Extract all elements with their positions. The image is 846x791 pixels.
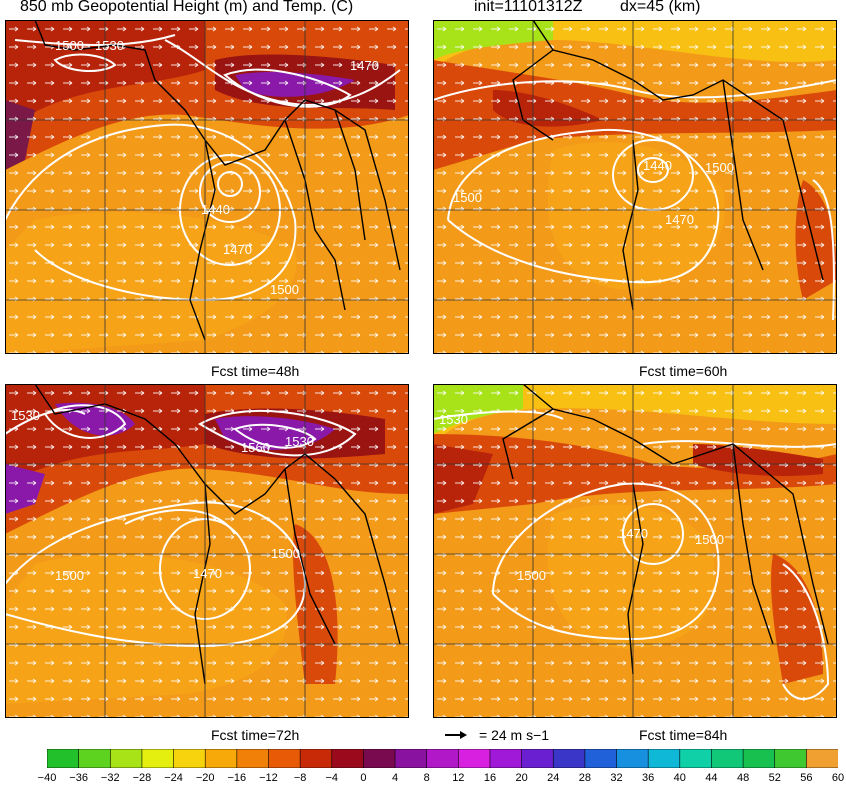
- colorbar-swatch: [679, 748, 713, 769]
- map-panel-84h: 1530 1470 1500 1500: [433, 384, 837, 718]
- colorbar-swatch: [489, 748, 523, 769]
- colorbar-tick-label: 60: [831, 772, 845, 784]
- colorbar-swatch: [173, 748, 206, 769]
- colorbar-swatch: [109, 748, 143, 769]
- colorbar-swatch: [742, 748, 776, 769]
- colorbar-tick-label: 4: [391, 772, 399, 784]
- contour-label: 1470: [223, 242, 252, 257]
- contour-label: 1530: [285, 434, 314, 449]
- colorbar-swatch: [204, 748, 238, 769]
- colorbar-swatch: [584, 748, 618, 769]
- contour-label: 1470: [619, 526, 648, 541]
- contour-label: 1470: [193, 566, 222, 581]
- colorbar-tick-label: 12: [452, 772, 465, 784]
- colorbar-swatch: [236, 748, 270, 769]
- colorbar-swatch: [331, 748, 365, 769]
- contour-label: 1500: [705, 160, 734, 175]
- colorbar-swatch: [521, 748, 555, 769]
- colorbar-swatch: [363, 748, 396, 769]
- caption-72h: Fcst time=72h: [211, 727, 300, 743]
- colorbar-tick-label: 56: [800, 772, 813, 784]
- colorbar-tick-label: 28: [578, 772, 591, 784]
- contour-label: 1500: [517, 568, 546, 583]
- colorbar-tick-label: 16: [483, 772, 497, 784]
- map-panel-60h-graphic: [433, 20, 837, 354]
- contour-label: 1470: [350, 58, 379, 73]
- colorbar-tick-label: 24: [547, 772, 560, 784]
- caption-84h: Fcst time=84h: [639, 727, 728, 743]
- contour-label: 1440: [201, 202, 230, 217]
- contour-label: 1530: [439, 412, 468, 427]
- map-panel-72h: 1530 1560 1530 1500 1470 1500: [5, 384, 409, 718]
- contour-label: 1500: [55, 568, 84, 583]
- colorbar-tick-label: 40: [673, 772, 686, 784]
- map-panel-48h: 1500 1530 1470 1440 1470 1500: [5, 20, 409, 354]
- colorbar-swatch: [806, 748, 839, 769]
- colorbar-tick-label: 36: [642, 772, 655, 784]
- colorbar-swatch: [268, 748, 301, 769]
- contour-label: 1530: [11, 408, 40, 423]
- colorbar-swatch: [394, 748, 428, 769]
- title-main: 850 mb Geopotential Height (m) and Temp.…: [20, 0, 354, 15]
- colorbar-swatch: [458, 748, 491, 769]
- map-panel-60h: 1440 1500 1470 1500: [433, 20, 837, 354]
- figure-title: 850 mb Geopotential Height (m) and Temp.…: [0, 0, 846, 18]
- colorbar-tick-label: 48: [736, 772, 750, 784]
- colorbar-swatch: [426, 748, 460, 769]
- colorbar-tick-label: 32: [610, 772, 623, 784]
- colorbar-swatch: [46, 748, 80, 769]
- caption-48h: Fcst time=48h: [211, 363, 300, 379]
- colorbar-swatch: [616, 748, 649, 769]
- contour-label: 1440: [643, 158, 672, 173]
- contour-label: 1530: [95, 38, 124, 53]
- contour-label: 1560: [241, 440, 270, 455]
- colorbar-tick-label: −20: [195, 772, 215, 784]
- colorbar-tick-label: −28: [132, 772, 152, 784]
- colorbar-tick-label: 52: [768, 772, 781, 784]
- contour-label: 1470: [665, 212, 694, 227]
- colorbar-tick-label: −16: [227, 772, 247, 784]
- colorbar-swatch: [552, 748, 586, 769]
- colorbar-tick-label: −36: [69, 772, 88, 784]
- wind-key-label: = 24 m s−1: [479, 727, 550, 743]
- colorbar-tick-label: −8: [293, 772, 307, 784]
- colorbar-swatch: [647, 748, 681, 769]
- colorbar-swatch: [141, 748, 175, 769]
- colorbar-swatch: [711, 748, 744, 769]
- contour-label: 1500: [270, 282, 299, 297]
- colorbar-tick-label: 44: [705, 772, 718, 784]
- colorbar-graphic: [46, 748, 839, 769]
- map-panel-72h-graphic: [5, 384, 409, 718]
- contour-label: 1500: [453, 190, 482, 205]
- colorbar-swatch: [299, 748, 333, 769]
- colorbar: [46, 748, 839, 769]
- map-panel-48h-graphic: [5, 20, 409, 354]
- wind-arrow-icon: [445, 731, 467, 739]
- colorbar-tick-label: 8: [423, 772, 430, 784]
- colorbar-swatch: [774, 748, 808, 769]
- colorbar-tick-label: −4: [325, 772, 339, 784]
- map-panel-84h-graphic: [433, 384, 837, 718]
- contour-label: 1500: [271, 546, 300, 561]
- contour-label: 1500: [695, 532, 724, 547]
- colorbar-tick-label: −12: [259, 772, 278, 784]
- colorbar-tick-label: −32: [100, 772, 120, 784]
- title-dx: dx=45 (km): [620, 0, 701, 15]
- contour-label: 1500: [55, 38, 84, 53]
- title-init: init=11101312Z: [474, 0, 583, 15]
- colorbar-tick-label: 0: [360, 772, 367, 784]
- colorbar-tick-label: −40: [37, 772, 57, 784]
- colorbar-swatch: [78, 748, 112, 769]
- colorbar-tick-label: 20: [515, 772, 528, 784]
- caption-60h: Fcst time=60h: [639, 363, 728, 379]
- colorbar-tick-label: −24: [164, 772, 183, 784]
